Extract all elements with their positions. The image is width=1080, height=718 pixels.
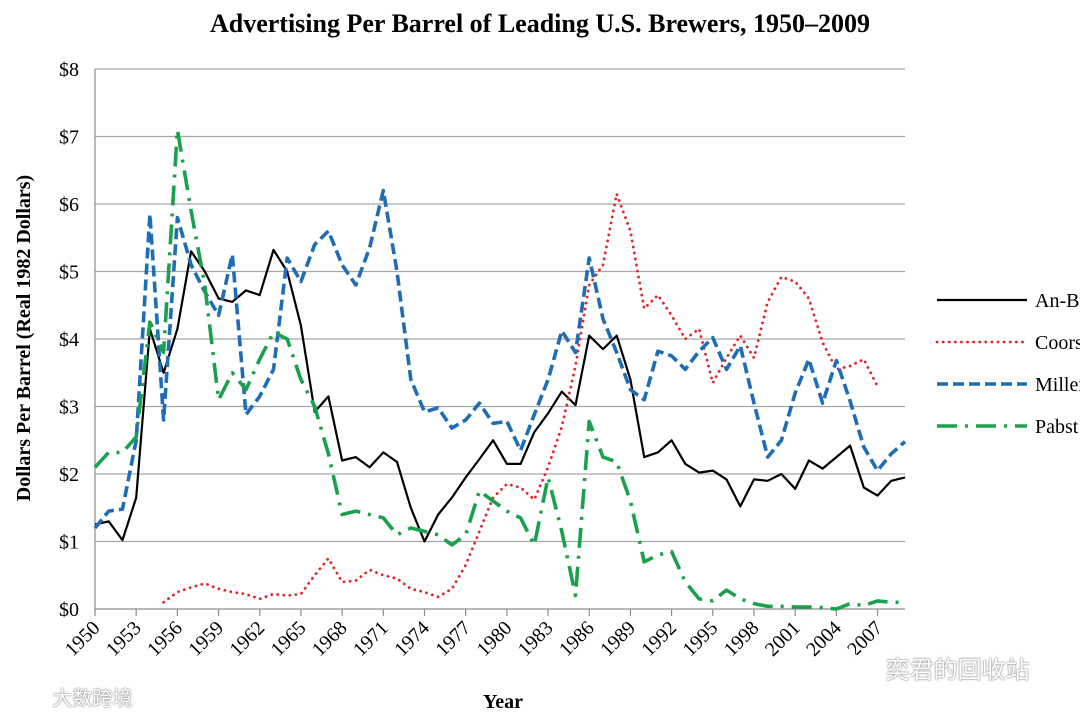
watermark-logo-icon <box>8 687 42 712</box>
y-tick-label: $6 <box>59 194 79 216</box>
watermark-right: 奕君的回收站 <box>838 650 1030 689</box>
y-tick-label: $8 <box>59 59 79 81</box>
series-line-an-bu <box>94 248 906 543</box>
x-axis-label: Year <box>483 691 523 713</box>
x-tick-label: 1968 <box>308 617 352 661</box>
x-tick-label: 1950 <box>61 617 105 661</box>
x-tick-label: 1965 <box>267 617 311 661</box>
x-tick-label: 1953 <box>102 617 146 661</box>
x-tick-label: 1992 <box>637 617 681 661</box>
x-tick-label: 1998 <box>720 617 764 661</box>
series-line-pabst <box>93 128 905 611</box>
x-tick-label: 2001 <box>761 617 805 661</box>
x-tick-label: 1983 <box>514 617 558 661</box>
y-tick-label: $3 <box>59 397 79 419</box>
x-tick-labels: 1950195319561959196219651968197119741977… <box>61 617 887 661</box>
wechat-icon <box>838 653 874 689</box>
series-lines <box>93 128 907 611</box>
watermark-left-text: 大数跨境 <box>52 686 133 710</box>
x-tick-label: 1956 <box>143 617 187 661</box>
x-tick-label: 1986 <box>555 617 599 661</box>
x-tick-label: 1962 <box>225 617 269 661</box>
gridlines <box>94 68 905 616</box>
legend-label: Miller <box>1035 374 1080 396</box>
y-axis-label: Dollars Per Barrel (Real 1982 Dollars) <box>13 175 35 501</box>
x-tick-label: 1974 <box>390 617 434 661</box>
x-tick-label: 1980 <box>473 617 517 661</box>
y-tick-label: $0 <box>59 599 79 621</box>
x-tick-label: 1989 <box>596 617 640 661</box>
legend-label: Pabst <box>1035 416 1079 438</box>
x-tick-label: 1959 <box>184 617 228 661</box>
x-tick-label: 1977 <box>431 617 475 661</box>
watermark-left: 大数跨境 <box>8 682 132 712</box>
x-tick-label: 1971 <box>349 617 393 661</box>
y-tick-label: $7 <box>59 127 79 149</box>
chart-title: Advertising Per Barrel of Leading U.S. B… <box>210 9 870 38</box>
legend: An-Bu Coors Miller Pabst <box>935 290 1080 438</box>
y-tick-labels: $0 $1 $2 $3 $4 $5 $6 $7 $8 <box>59 59 79 621</box>
y-tick-label: $1 <box>59 532 79 554</box>
series-line-miller <box>93 188 907 530</box>
y-tick-label: $2 <box>59 464 79 486</box>
x-tick-label: 1995 <box>678 617 722 661</box>
y-tick-label: $5 <box>59 262 79 284</box>
series-line-coors <box>162 192 879 604</box>
watermark-right-text: 奕君的回收站 <box>885 656 1030 684</box>
legend-label: Coors <box>1035 332 1080 354</box>
y-tick-label: $4 <box>59 329 79 351</box>
legend-label: An-Bu <box>1035 290 1080 312</box>
